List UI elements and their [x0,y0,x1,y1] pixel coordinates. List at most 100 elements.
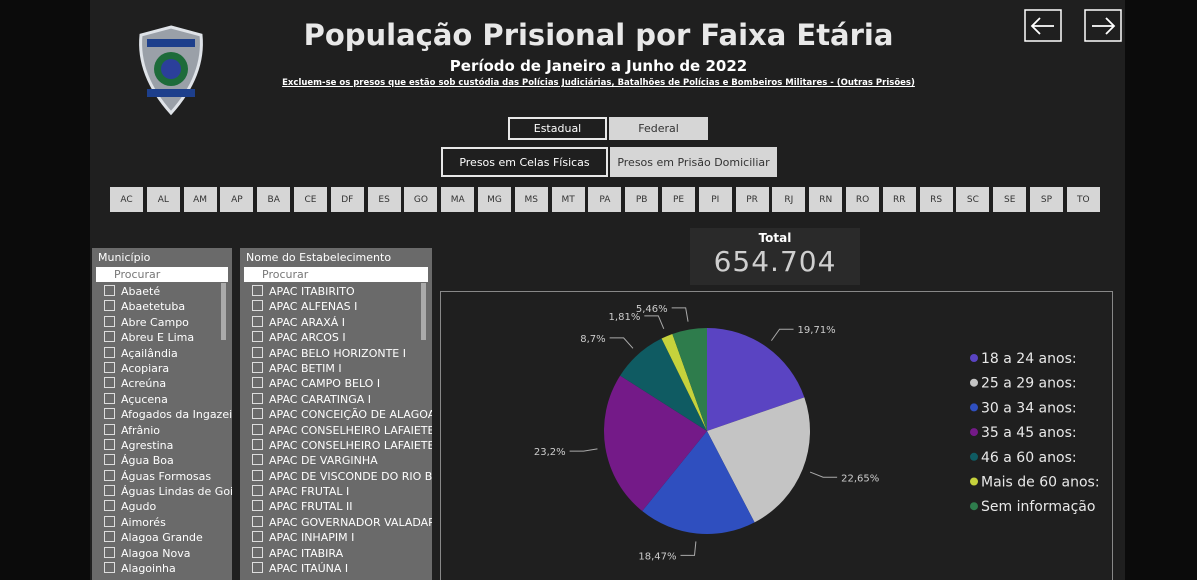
checkbox[interactable] [252,346,263,358]
list-item[interactable]: Afogados da Ingazeira [92,407,232,422]
state-button[interactable]: PB [625,187,659,212]
list-item[interactable]: Alagoa Nova [92,546,232,561]
list-item[interactable]: Açailândia [92,346,232,361]
checkbox[interactable] [252,423,263,435]
checkbox[interactable] [104,377,115,389]
checkbox[interactable] [104,562,115,574]
toggle-button[interactable]: Federal [609,117,708,140]
list-item[interactable]: APAC CONSELHEIRO LAFAIETE I [240,423,432,438]
checkbox[interactable] [252,331,263,343]
checkbox[interactable] [104,531,115,543]
checkbox[interactable] [104,361,115,373]
checkbox[interactable] [104,331,115,343]
search-box[interactable]: Procurar [96,267,228,282]
checkbox[interactable] [104,346,115,358]
state-button[interactable]: RJ [772,187,806,212]
list-item[interactable]: Açucena [92,392,232,407]
state-button[interactable]: SC [956,187,990,212]
list-item[interactable]: Abreu E Lima [92,330,232,345]
state-button[interactable]: ES [367,187,401,212]
list-item[interactable]: APAC CARATINGA I [240,392,432,407]
forward-button[interactable] [1084,9,1122,42]
state-button[interactable]: DF [330,187,364,212]
list-item[interactable]: Acreúna [92,376,232,391]
checkbox[interactable] [252,392,263,404]
list-item[interactable]: APAC ARAXÁ I [240,315,432,330]
list-item[interactable]: Aimorés [92,515,232,530]
checkbox[interactable] [252,300,263,312]
list-item[interactable]: APAC ITABIRITO [240,284,432,299]
checkbox[interactable] [104,300,115,312]
list-item[interactable]: APAC DE VISCONDE DO RIO BR... [240,469,432,484]
checkbox[interactable] [252,485,263,497]
checkbox[interactable] [104,438,115,450]
state-button[interactable]: RR [882,187,916,212]
list-item[interactable]: APAC FRUTAL I [240,484,432,499]
list-item[interactable]: APAC CAMPO BELO I [240,376,432,391]
toggle-button[interactable]: Estadual [508,117,607,140]
list-item[interactable]: APAC BELO HORIZONTE I [240,346,432,361]
checkbox[interactable] [104,423,115,435]
checkbox[interactable] [104,469,115,481]
checkbox[interactable] [104,315,115,327]
checkbox[interactable] [252,562,263,574]
list-item[interactable]: Afrânio [92,423,232,438]
list-item[interactable]: Agudo [92,499,232,514]
list-item[interactable]: APAC GOVERNADOR VALADAR... [240,515,432,530]
checkbox[interactable] [104,485,115,497]
state-button[interactable]: AL [146,187,180,212]
list-item[interactable]: APAC ALFENAS I [240,299,432,314]
list-item[interactable]: APAC CONCEIÇÃO DE ALAGOAS I [240,407,432,422]
state-button[interactable]: MT [551,187,585,212]
state-button[interactable]: MA [441,187,475,212]
state-button[interactable]: PE [662,187,695,212]
search-box[interactable]: Procurar [244,267,428,282]
checkbox[interactable] [252,454,263,466]
toggle-button[interactable]: Presos em Celas Físicas [441,147,608,177]
checkbox[interactable] [104,408,115,420]
checkbox[interactable] [252,438,263,450]
list-item[interactable]: Agrestina [92,438,232,453]
state-button[interactable]: PI [698,187,732,212]
state-button[interactable]: BA [257,187,291,212]
checkbox[interactable] [252,515,263,527]
list-item[interactable]: APAC INHAPIM I [240,530,432,545]
checkbox[interactable] [252,285,263,296]
list-item[interactable]: Abre Campo [92,315,232,330]
list-item[interactable]: APAC CONSELHEIRO LAFAIETE II [240,438,432,453]
state-button[interactable]: PR [735,187,769,212]
checkbox[interactable] [252,315,263,327]
state-button[interactable]: RS [919,187,953,212]
toggle-button[interactable]: Presos em Prisão Domiciliar [610,147,777,177]
checkbox[interactable] [252,531,263,543]
checkbox[interactable] [252,361,263,373]
state-button[interactable]: GO [404,187,438,212]
list-item[interactable]: Acopiara [92,361,232,376]
list-item[interactable]: Água Boa [92,453,232,468]
checkbox[interactable] [104,454,115,466]
state-button[interactable]: RO [846,187,879,212]
list-item[interactable]: APAC ARCOS I [240,330,432,345]
list-item[interactable]: Abaeté [92,284,232,299]
list-item[interactable]: Alagoinha [92,561,232,576]
state-button[interactable]: AM [183,187,217,212]
state-button[interactable]: TO [1066,187,1100,212]
state-button[interactable]: AC [110,187,143,212]
checkbox[interactable] [252,377,263,389]
state-button[interactable]: MG [478,187,511,212]
state-button[interactable]: CE [294,187,327,212]
state-button[interactable]: SP [1030,187,1063,212]
list-item[interactable]: Alagoa Grande [92,530,232,545]
state-button[interactable]: MS [514,187,548,212]
checkbox[interactable] [252,546,263,558]
list-item[interactable]: Abaetetuba [92,299,232,314]
state-button[interactable]: RN [809,187,843,212]
list-item[interactable]: APAC ITABIRA [240,546,432,561]
checkbox[interactable] [104,392,115,404]
checkbox[interactable] [252,408,263,420]
state-button[interactable]: SE [993,187,1027,212]
checkbox[interactable] [252,500,263,512]
checkbox[interactable] [104,500,115,512]
checkbox[interactable] [104,546,115,558]
list-item[interactable]: APAC FRUTAL II [240,499,432,514]
